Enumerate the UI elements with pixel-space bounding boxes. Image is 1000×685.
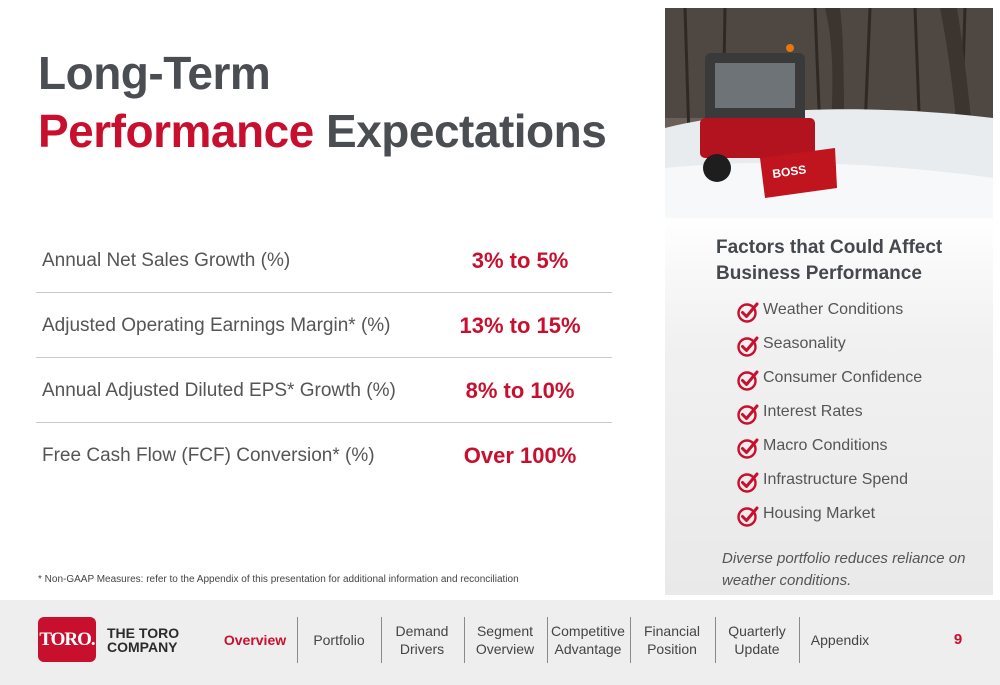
row-label: Annual Adjusted Diluted EPS* Growth (%): [42, 380, 396, 401]
nav-separator: [715, 617, 716, 663]
title-line: Performance Expectations: [38, 102, 607, 160]
factor-item: Macro Conditions: [763, 437, 888, 454]
title-text: Expectations: [326, 105, 607, 157]
factors-note: Diverse portfolio reduces reliance on we…: [722, 550, 966, 589]
row-value: 8% to 10%: [465, 378, 575, 403]
nav-item[interactable]: Overview: [223, 632, 287, 648]
page-number: 9: [953, 631, 963, 648]
nav-item[interactable]: Portfolio: [313, 632, 365, 648]
nav-item[interactable]: Financial Position: [643, 623, 701, 657]
factor-item: Weather Conditions: [763, 301, 904, 318]
nav-item[interactable]: Quarterly Update: [728, 623, 786, 657]
nav-separator: [381, 617, 382, 663]
check-icon: [737, 336, 759, 357]
footer: [0, 600, 1000, 685]
nav-separator: [464, 617, 465, 663]
row-value: Over 100%: [463, 443, 577, 468]
nav-item[interactable]: Segment Overview: [475, 623, 535, 657]
factor-item: Housing Market: [763, 505, 876, 522]
check-icon: [737, 506, 759, 527]
logo: TORO.: [38, 617, 96, 662]
row-divider: [36, 422, 612, 423]
company-name: THE TORO COMPANY: [107, 625, 180, 655]
title-highlight: Performance: [38, 105, 314, 157]
factors-heading: Factors that Could Affect Business Perfo…: [716, 237, 943, 284]
row-label: Free Cash Flow (FCF) Conversion* (%): [42, 445, 375, 466]
nav-separator: [630, 617, 631, 663]
check-icon: [737, 404, 759, 425]
row-value: 13% to 15%: [459, 313, 581, 338]
check-icon: [737, 302, 759, 323]
title-line: Long-Term: [38, 47, 271, 99]
nav-item[interactable]: Competitive Advantage: [551, 623, 625, 657]
photo: BOSS: [665, 8, 993, 218]
factor-item: Interest Rates: [763, 403, 863, 420]
row-divider: [36, 292, 612, 293]
nav-separator: [297, 617, 298, 663]
factor-item: Infrastructure Spend: [763, 471, 908, 488]
nav-separator: [547, 617, 548, 663]
factor-item: Seasonality: [763, 335, 846, 352]
svg-text:BOSS: BOSS: [771, 162, 807, 181]
row-divider: [36, 357, 612, 358]
side-panel: BOSS: [665, 8, 993, 595]
check-icon: [737, 438, 759, 459]
nav-separator: [799, 617, 800, 663]
factor-item: Consumer Confidence: [763, 369, 923, 386]
nav-item[interactable]: Appendix: [810, 632, 870, 648]
footnote: * Non-GAAP Measures: refer to the Append…: [38, 574, 519, 585]
row-label: Annual Net Sales Growth (%): [42, 250, 291, 271]
row-value: 3% to 5%: [471, 248, 569, 273]
check-icon: [737, 472, 759, 493]
check-icon: [737, 370, 759, 391]
nav-item[interactable]: Demand Drivers: [395, 623, 449, 657]
row-label: Adjusted Operating Earnings Margin* (%): [42, 315, 391, 336]
slide-title: Long-Term Performance Expectations: [38, 44, 607, 160]
